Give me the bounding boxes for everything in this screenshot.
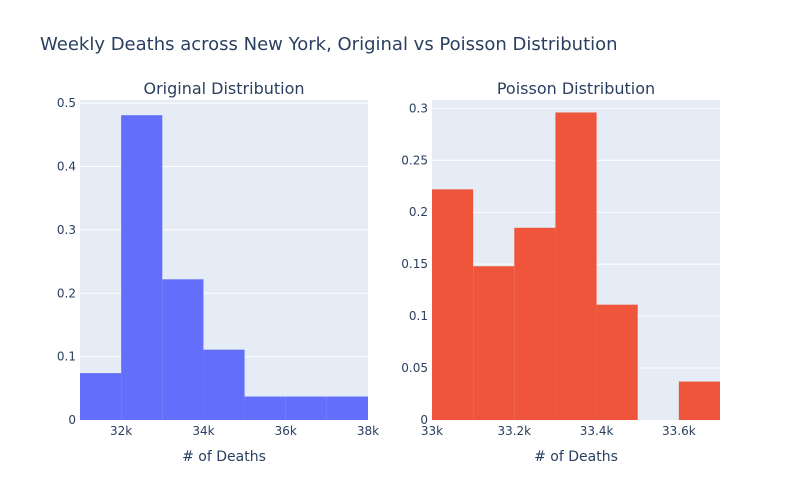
histogram-bar-poisson-2 <box>514 227 556 420</box>
x-tick-label-original-3: 38k <box>357 424 379 438</box>
chart-title: Weekly Deaths across New York, Original … <box>40 34 618 55</box>
y-tick-label-original-5: 0.5 <box>57 96 76 110</box>
histogram-bar-original-6 <box>326 396 368 420</box>
plot-area-original: 0 0.1 0.2 0.3 0.4 0.5 32k 34k 36k 38k <box>57 96 379 438</box>
y-tick-label-poisson-0: 0 <box>420 413 428 427</box>
y-tick-label-original-3: 0.3 <box>57 223 76 237</box>
x-tick-label-poisson-1: 33.2k <box>497 424 531 438</box>
x-axis-title-original: # of Deaths <box>182 449 266 465</box>
histogram-bar-original-4 <box>244 396 286 420</box>
x-axis-title-poisson: # of Deaths <box>534 449 618 465</box>
y-tick-label-poisson-1: 0.05 <box>401 361 428 375</box>
y-tick-label-poisson-6: 0.3 <box>409 101 428 115</box>
y-tick-label-poisson-2: 0.1 <box>409 309 428 323</box>
histogram-bar-original-3 <box>203 349 245 420</box>
histogram-bar-original-1 <box>121 115 163 421</box>
histogram-bar-original-5 <box>285 396 327 420</box>
y-tick-label-original-4: 0.4 <box>57 160 76 174</box>
histogram-bar-poisson-1 <box>473 266 515 420</box>
histogram-bar-poisson-0 <box>432 189 474 420</box>
x-tick-label-original-1: 34k <box>192 424 214 438</box>
subplot-original: Original Distribution 0 0.1 0.2 0.3 0.4 0.5 32… <box>57 79 379 465</box>
plot-area-poisson: 0 0.05 0.1 0.15 0.2 0.25 0.3 33k 33.2k 33.4k 33.6k <box>401 100 720 438</box>
histogram-bar-poisson-4 <box>596 304 638 420</box>
histogram-bar-poisson-6 <box>678 381 720 420</box>
y-tick-label-poisson-4: 0.2 <box>409 205 428 219</box>
x-tick-label-original-0: 32k <box>110 424 132 438</box>
histogram-bar-original-2 <box>162 279 204 420</box>
y-tick-label-poisson-3: 0.15 <box>401 257 428 271</box>
x-tick-label-poisson-2: 33.4k <box>580 424 614 438</box>
y-tick-label-poisson-5: 0.25 <box>401 153 428 167</box>
histogram-bar-poisson-3 <box>555 112 597 420</box>
subplot-title-poisson: Poisson Distribution <box>497 79 655 98</box>
y-tick-label-original-1: 0.1 <box>57 350 76 364</box>
y-tick-label-original-2: 0.2 <box>57 286 76 300</box>
x-tick-label-poisson-3: 33.6k <box>662 424 696 438</box>
subplot-poisson: Poisson Distribution 0 0.05 0.1 0.15 0.2 0.25… <box>401 79 720 465</box>
x-tick-label-poisson-0: 33k <box>421 424 443 438</box>
x-tick-label-original-2: 36k <box>275 424 297 438</box>
subplot-title-original: Original Distribution <box>143 79 304 98</box>
histogram-bar-original-0 <box>80 373 122 420</box>
y-tick-label-original-0: 0 <box>68 413 76 427</box>
